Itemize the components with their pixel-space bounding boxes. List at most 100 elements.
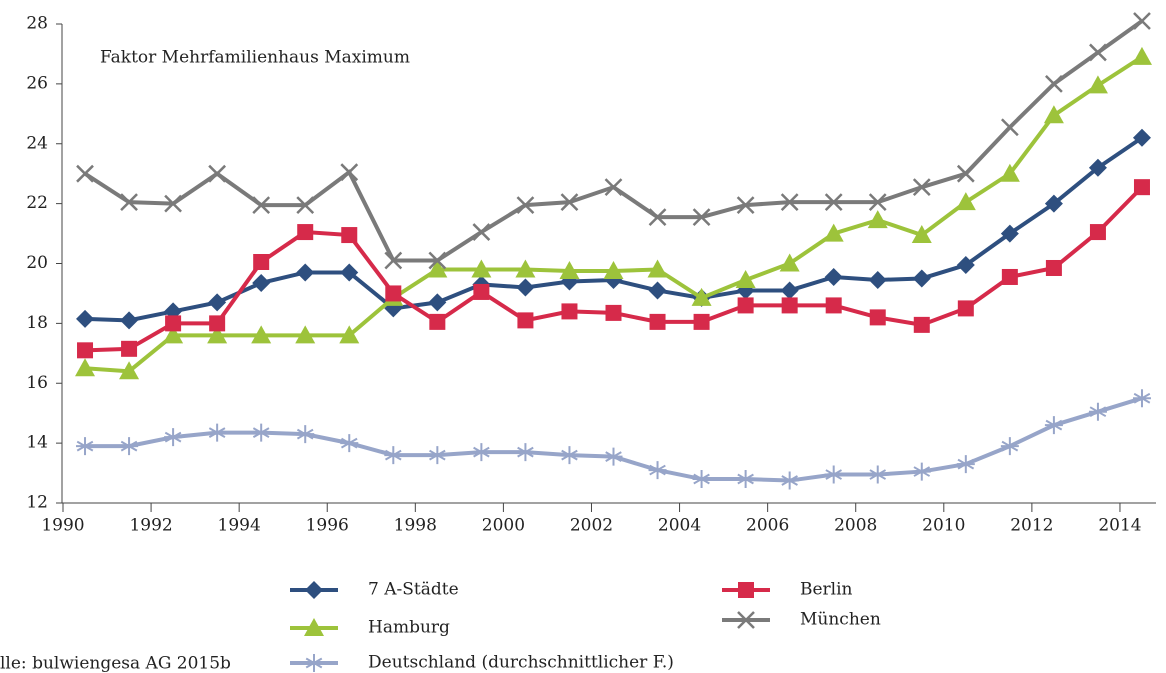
data-point bbox=[252, 423, 271, 442]
legend-marker bbox=[305, 581, 323, 599]
data-point bbox=[605, 304, 622, 321]
data-point bbox=[560, 193, 579, 212]
data-point bbox=[1089, 224, 1106, 241]
y-tick-label: 28 bbox=[26, 14, 48, 34]
y-tick-label: 16 bbox=[26, 373, 48, 393]
data-point bbox=[603, 260, 624, 279]
data-point bbox=[165, 315, 182, 332]
data-point bbox=[693, 313, 710, 330]
data-point bbox=[340, 434, 359, 453]
data-point bbox=[561, 303, 578, 320]
data-point bbox=[427, 259, 448, 278]
x-tick-label: 1994 bbox=[218, 516, 261, 536]
x-tick-label: 1990 bbox=[41, 516, 84, 536]
data-point bbox=[913, 316, 930, 333]
data-point bbox=[1000, 224, 1019, 243]
data-point bbox=[1132, 389, 1151, 408]
x-tick-label: 1998 bbox=[394, 516, 437, 536]
x-tick-label: 2010 bbox=[922, 516, 965, 536]
legend-marker bbox=[305, 654, 323, 672]
data-point bbox=[339, 325, 360, 344]
source: lle: bulwiengesa AG 2015b bbox=[0, 654, 231, 673]
series-line bbox=[85, 396, 1143, 483]
data-point bbox=[76, 437, 95, 456]
data-point bbox=[516, 278, 535, 297]
data-point bbox=[912, 178, 931, 197]
data-point bbox=[604, 178, 623, 197]
data-point bbox=[1131, 46, 1152, 65]
x-tick-label: 2000 bbox=[482, 516, 525, 536]
y-tick-label: 20 bbox=[26, 253, 48, 273]
data-point bbox=[648, 281, 667, 300]
data-point bbox=[120, 193, 138, 212]
data-point bbox=[779, 253, 800, 272]
data-point bbox=[253, 254, 270, 271]
data-point bbox=[823, 223, 844, 242]
data-point bbox=[956, 164, 975, 183]
data-point bbox=[736, 470, 755, 489]
data-point bbox=[1044, 416, 1063, 435]
series-line bbox=[84, 55, 1144, 374]
data-point bbox=[999, 163, 1020, 182]
legend-label: Berlin bbox=[800, 580, 853, 600]
data-point bbox=[164, 194, 182, 213]
data-point bbox=[648, 208, 667, 226]
data-point bbox=[297, 224, 314, 241]
data-point bbox=[1044, 194, 1063, 213]
x-tick-label: 2002 bbox=[570, 516, 613, 536]
data-point bbox=[824, 193, 843, 212]
legend-marker bbox=[738, 582, 754, 598]
data-point bbox=[252, 273, 271, 292]
legend-marker bbox=[737, 611, 755, 629]
data-point bbox=[209, 315, 226, 332]
data-point bbox=[384, 446, 403, 465]
y-tick-label: 14 bbox=[26, 433, 48, 453]
data-point bbox=[869, 309, 886, 326]
data-point bbox=[163, 325, 184, 344]
data-point bbox=[780, 281, 799, 300]
data-point bbox=[515, 259, 536, 278]
data-point bbox=[428, 446, 447, 465]
data-point bbox=[384, 251, 403, 270]
data-point bbox=[120, 437, 139, 456]
data-point bbox=[208, 164, 227, 183]
data-point bbox=[208, 293, 227, 312]
data-point bbox=[868, 465, 887, 484]
data-point bbox=[207, 325, 228, 344]
y-tick-label: 22 bbox=[26, 193, 48, 213]
data-point bbox=[75, 358, 96, 377]
data-point bbox=[428, 251, 447, 270]
data-point bbox=[912, 462, 931, 481]
data-point bbox=[76, 309, 95, 328]
data-point bbox=[1088, 158, 1107, 177]
data-point bbox=[473, 283, 490, 300]
data-point bbox=[559, 260, 580, 279]
legend-label: München bbox=[800, 610, 881, 630]
data-point bbox=[120, 311, 139, 330]
data-point bbox=[1132, 128, 1151, 147]
x-tick-label: 2014 bbox=[1098, 516, 1141, 536]
legend-marker bbox=[304, 618, 324, 636]
data-point bbox=[516, 443, 535, 462]
data-point bbox=[824, 465, 843, 484]
data-point bbox=[649, 313, 666, 330]
data-point bbox=[1089, 43, 1107, 62]
data-point bbox=[471, 259, 492, 278]
data-point bbox=[781, 297, 798, 314]
data-point bbox=[208, 423, 227, 442]
data-point bbox=[119, 361, 140, 380]
data-point bbox=[1133, 12, 1151, 30]
data-point bbox=[76, 164, 94, 183]
annotation: Faktor Mehrfamilienhaus Maximum bbox=[100, 48, 410, 68]
data-point bbox=[252, 196, 271, 215]
data-point bbox=[340, 163, 359, 182]
data-point bbox=[868, 270, 887, 289]
y-tick-label: 26 bbox=[26, 73, 48, 93]
y-tick-label: 24 bbox=[26, 133, 48, 153]
data-point bbox=[385, 285, 402, 302]
data-point bbox=[164, 428, 183, 447]
legend-label: Deutschland (durchschnittlicher F.) bbox=[368, 653, 674, 673]
data-point bbox=[956, 455, 975, 474]
data-point bbox=[912, 269, 931, 288]
